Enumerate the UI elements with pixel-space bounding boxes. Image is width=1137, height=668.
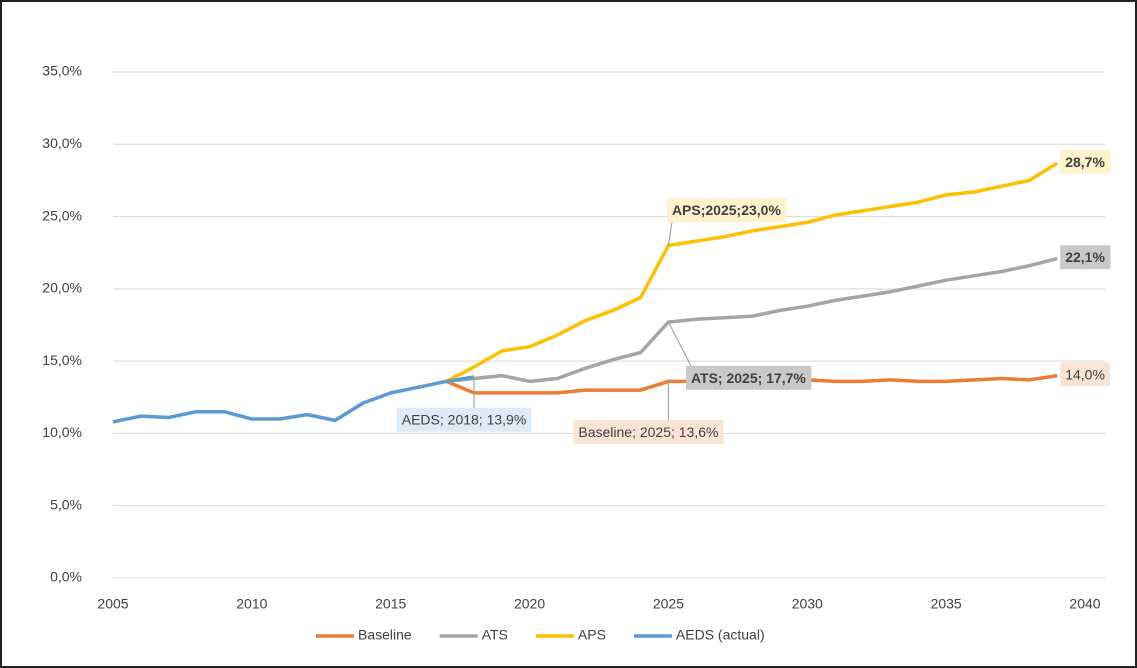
data-label-text: ATS; 2025; 17,7% (691, 370, 806, 386)
y-tick-label: 10,0% (42, 424, 82, 440)
y-tick-label: 30,0% (42, 135, 82, 151)
y-tick-label: 5,0% (50, 496, 82, 512)
y-tick-label: 15,0% (42, 352, 82, 368)
data-label: Baseline; 2025; 13,6% (573, 381, 724, 445)
data-label-box (685, 365, 812, 390)
data-label: ATS; 2025; 17,7% (667, 321, 812, 390)
legend-label: Baseline (358, 627, 412, 643)
legend-label: ATS (482, 627, 508, 643)
data-label: APS;2025;23,0% (666, 198, 787, 246)
legend-label: AEDS (actual) (676, 627, 765, 643)
data-label-box (1060, 245, 1111, 270)
data-label-text: AEDS; 2018; 13,9% (402, 412, 527, 428)
data-label-box (396, 407, 532, 432)
y-tick-label: 20,0% (42, 280, 82, 296)
x-tick-label: 2025 (653, 596, 684, 612)
data-label-box (1060, 362, 1110, 387)
data-label: 14,0% (1060, 362, 1110, 387)
x-tick-label: 2040 (1069, 596, 1100, 612)
leader-line (667, 321, 692, 367)
x-tick-label: 2035 (931, 596, 962, 612)
legend-label: APS (578, 627, 606, 643)
y-tick-label: 25,0% (42, 207, 82, 223)
data-label-box (1060, 149, 1111, 174)
series-line (112, 375, 475, 424)
data-label-text: Baseline; 2025; 13,6% (578, 424, 718, 440)
x-tick-label: 2005 (97, 596, 128, 612)
data-label-text: APS;2025;23,0% (672, 202, 782, 218)
y-tick-label: 0,0% (50, 569, 82, 585)
data-label-text: 22,1% (1065, 249, 1105, 265)
data-label: 22,1% (1060, 245, 1111, 270)
data-label: AEDS; 2018; 13,9% (396, 377, 532, 432)
leader-line (667, 222, 673, 246)
series-line (445, 161, 1059, 383)
y-tick-label: 35,0% (42, 63, 82, 79)
data-label: 28,7% (1060, 149, 1111, 174)
x-tick-label: 2015 (375, 596, 406, 612)
data-label-text: 28,7% (1065, 154, 1105, 170)
x-tick-label: 2010 (236, 596, 267, 612)
series-line (446, 256, 1058, 384)
x-tick-label: 2030 (792, 596, 823, 612)
data-label-box (666, 198, 787, 223)
data-label-box (573, 420, 724, 445)
data-label-text: 14,0% (1065, 366, 1105, 382)
x-tick-label: 2020 (514, 596, 545, 612)
